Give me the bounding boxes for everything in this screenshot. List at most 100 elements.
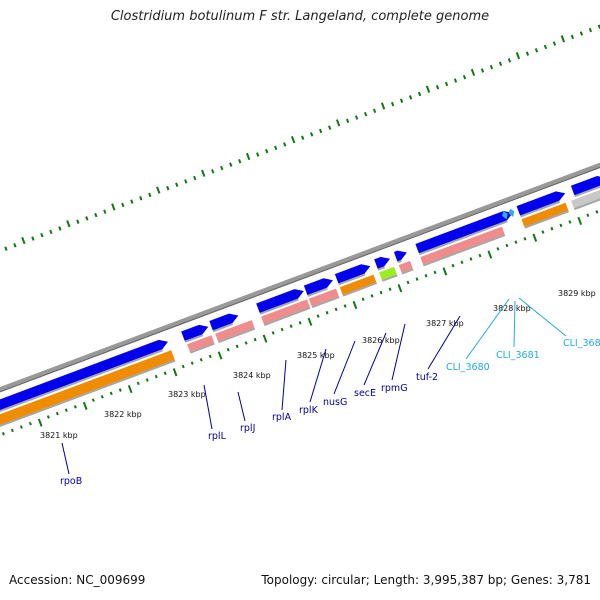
gene-leader-line — [363, 332, 387, 386]
outer-ruler-tick — [489, 64, 494, 70]
inner-ruler-tick — [514, 240, 518, 244]
cds-arrow-5 — [303, 278, 333, 295]
gene-label-cli_3682: CLI_3682 — [563, 338, 600, 349]
inner-ruler-tick — [10, 428, 14, 433]
map-title: Clostridium botulinum F str. Langeland, … — [110, 9, 490, 24]
pink-track-4-shadow — [311, 296, 340, 309]
outer-ruler-tick — [345, 118, 350, 124]
outer-ruler-tick — [462, 74, 467, 80]
orange-track-3-shadow — [524, 210, 569, 229]
gene-label-cli_3680: CLI_3680 — [446, 362, 490, 373]
inner-ruler-tick — [424, 273, 428, 278]
outer-ruler-tick — [444, 81, 449, 87]
cds-arrow-9-shadow — [418, 220, 508, 256]
cds-arrow-8-shadow — [397, 260, 402, 264]
kbp-label: 3828 kbp — [493, 304, 531, 313]
inner-ruler-tick — [280, 327, 284, 332]
outer-ruler-tick — [175, 182, 179, 188]
inner-ruler-tick — [271, 331, 275, 335]
outer-ruler-tick — [480, 68, 485, 73]
cds-arrow-1-shadow — [0, 349, 163, 413]
cds-arrow-11 — [570, 176, 600, 196]
outer-ruler-tick — [399, 98, 404, 103]
cds-arrow-2-shadow — [184, 334, 204, 343]
inner-ruler-tick — [208, 354, 212, 359]
outer-ruler-tick — [470, 68, 476, 77]
outer-ruler-tick — [390, 101, 395, 107]
outer-ruler-tick — [211, 169, 215, 174]
gene-leader-line — [391, 323, 406, 381]
gene-leader-line — [518, 297, 567, 337]
inner-ruler-tick — [253, 337, 257, 342]
cds-arrow-7 — [374, 256, 390, 269]
inner-ruler-tick — [28, 421, 32, 426]
kbp-label: 3826 kbp — [362, 336, 400, 345]
orange-track-1-shadow — [0, 359, 176, 428]
inner-ruler-tick — [46, 415, 50, 419]
inner-ruler-tick — [163, 371, 167, 376]
inner-ruler-tick — [532, 233, 538, 242]
outer-ruler-tick — [76, 219, 80, 224]
inner-ruler-tick — [190, 361, 194, 365]
outer-ruler-tick — [201, 169, 206, 177]
inner-ruler-tick — [559, 223, 563, 228]
kbp-label: 3829 kbp — [558, 289, 596, 298]
orange-track-2 — [339, 274, 377, 295]
green-track-1 — [379, 266, 397, 280]
pink-track-2-shadow — [218, 327, 256, 344]
inner-ruler-tick — [37, 418, 43, 427]
inner-ruler-tick — [217, 351, 223, 360]
orange-track-2-shadow — [342, 282, 377, 297]
inner-ruler-tick — [235, 344, 239, 349]
inner-ruler-tick — [145, 378, 149, 382]
gene-leader-line — [465, 298, 510, 360]
outer-ruler-tick — [534, 48, 539, 53]
cds-arrow-3 — [209, 313, 239, 331]
inner-ruler-tick — [82, 401, 88, 410]
cds-arrow-3-shadow — [212, 323, 234, 333]
gene-label-rpmg: rpmG — [381, 383, 408, 394]
kbp-label: 3823 kbp — [168, 390, 206, 399]
pink-track-4 — [308, 288, 339, 307]
outer-ruler-tick — [166, 185, 170, 191]
inner-ruler-tick — [415, 277, 419, 281]
inner-ruler-tick — [388, 287, 392, 291]
inner-ruler-tick — [199, 358, 203, 362]
kbp-label: 3825 kbp — [297, 351, 335, 360]
inner-ruler-tick — [361, 297, 365, 302]
inner-ruler-tick — [154, 374, 158, 379]
pink-track-3-shadow — [263, 306, 311, 326]
outer-ruler-tick — [31, 236, 35, 241]
outer-ruler-tick — [103, 209, 107, 214]
outer-ruler-tick — [66, 220, 71, 228]
outer-ruler-tick — [184, 179, 188, 184]
inner-ruler-tick — [451, 263, 455, 268]
outer-ruler-tick — [570, 34, 575, 40]
pink-track-1-shadow — [189, 342, 215, 354]
inner-ruler-tick — [316, 314, 320, 318]
inner-ruler-tick — [505, 243, 509, 248]
gene-label-rpll: rplL — [208, 431, 227, 442]
outer-ruler-tick — [372, 108, 377, 114]
outer-ruler-tick — [156, 186, 161, 194]
inner-ruler-tick — [325, 310, 329, 315]
cds-arrow-1 — [0, 339, 168, 410]
gene-leader-line — [309, 348, 327, 403]
inner-ruler-tick — [433, 270, 437, 275]
outer-ruler-tick — [588, 27, 593, 33]
inner-ruler-tick — [136, 381, 140, 386]
cds-arrow-5-shadow — [307, 287, 328, 297]
outer-ruler-tick — [283, 142, 287, 147]
inner-ruler-tick — [172, 368, 178, 377]
cds-arrow-2 — [181, 324, 209, 341]
outer-ruler-tick — [121, 202, 125, 208]
outer-ruler-tick — [408, 95, 413, 100]
inner-ruler-tick — [460, 260, 464, 265]
inner-ruler-tick — [469, 257, 473, 261]
inner-ruler-tick — [262, 334, 268, 343]
cds-arrow-4-shadow — [259, 298, 299, 315]
outer-ruler-tick — [335, 119, 341, 127]
outer-ruler-tick — [525, 51, 530, 56]
